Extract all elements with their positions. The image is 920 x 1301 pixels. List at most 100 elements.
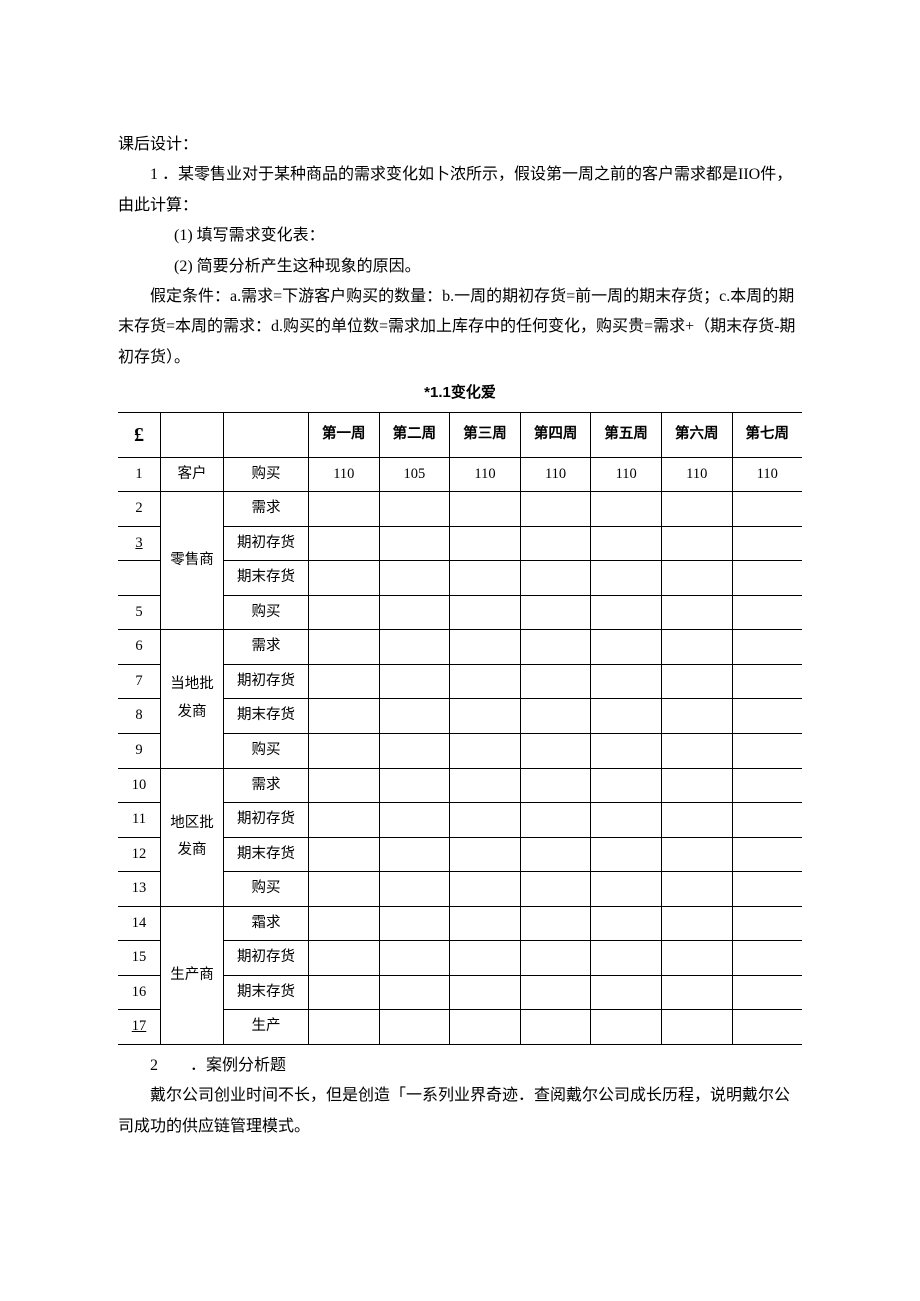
cell-value (591, 941, 662, 976)
cell-value (732, 837, 802, 872)
cell-value (591, 595, 662, 630)
cell-value (661, 837, 732, 872)
cell-value (661, 526, 732, 561)
table-row: 2零售商需求 (118, 492, 802, 527)
cell-value (450, 734, 521, 769)
table-header-blank-role (161, 412, 224, 457)
cell-value (379, 699, 450, 734)
cell-value (520, 699, 591, 734)
row-index: 14 (118, 906, 161, 941)
cell-value (661, 975, 732, 1010)
row-index: 5 (118, 595, 161, 630)
question-2-body: 戴尔公司创业时间不长，但是创造「一系列业界奇迹．查阅戴尔公司成长历程，说明戴尔公… (118, 1081, 802, 1142)
cell-value (591, 630, 662, 665)
row-attribute: 需求 (224, 630, 309, 665)
row-attribute: 期初存货 (224, 526, 309, 561)
table-corner-symbol: £ (118, 412, 161, 457)
cell-value (591, 1010, 662, 1045)
row-attribute: 期末存货 (224, 975, 309, 1010)
row-index: 15 (118, 941, 161, 976)
cell-value (520, 526, 591, 561)
cell-value (379, 803, 450, 838)
cell-value (520, 561, 591, 596)
cell-value (520, 492, 591, 527)
cell-value (661, 595, 732, 630)
role-name: 地区批发商 (161, 768, 224, 906)
cell-value (450, 492, 521, 527)
cell-value (379, 595, 450, 630)
cell-value (450, 630, 521, 665)
row-index: 8 (118, 699, 161, 734)
cell-value (309, 872, 380, 907)
row-attribute: 期初存货 (224, 803, 309, 838)
row-attribute: 需求 (224, 768, 309, 803)
cell-value (379, 975, 450, 1010)
cell-value: 110 (732, 457, 802, 492)
role-name: 生产商 (161, 906, 224, 1044)
cell-value (732, 561, 802, 596)
row-attribute: 期末存货 (224, 837, 309, 872)
row-index: 7 (118, 664, 161, 699)
cell-value (379, 1010, 450, 1045)
cell-value (661, 1010, 732, 1045)
cell-value (309, 699, 380, 734)
row-index: 2 (118, 492, 161, 527)
cell-value (309, 768, 380, 803)
table-row: 6当地批发商需求 (118, 630, 802, 665)
row-attribute: 期末存货 (224, 699, 309, 734)
cell-value (309, 803, 380, 838)
cell-value (309, 837, 380, 872)
cell-value (309, 734, 380, 769)
cell-value (309, 630, 380, 665)
cell-value (661, 906, 732, 941)
cell-value: 110 (661, 457, 732, 492)
cell-value (591, 872, 662, 907)
table-header-week-3: 第三周 (450, 412, 521, 457)
cell-value (450, 837, 521, 872)
table-header-blank-attr (224, 412, 309, 457)
cell-value (379, 837, 450, 872)
cell-value: 105 (379, 457, 450, 492)
cell-value (591, 561, 662, 596)
table-header-week-4: 第四周 (520, 412, 591, 457)
cell-value (379, 906, 450, 941)
cell-value (661, 630, 732, 665)
cell-value (591, 975, 662, 1010)
table-row: 1客户购买110105110110110110110 (118, 457, 802, 492)
row-index (118, 561, 161, 596)
cell-value (379, 734, 450, 769)
cell-value (450, 906, 521, 941)
cell-value (379, 941, 450, 976)
table-header-week-6: 第六周 (661, 412, 732, 457)
cell-value (591, 906, 662, 941)
row-attribute: 购买 (224, 734, 309, 769)
cell-value (732, 975, 802, 1010)
cell-value (450, 561, 521, 596)
cell-value (732, 1010, 802, 1045)
cell-value (450, 941, 521, 976)
cell-value (732, 768, 802, 803)
question-2-label: 2 ．案例分析题 (118, 1051, 802, 1081)
cell-value (520, 1010, 591, 1045)
cell-value (520, 664, 591, 699)
cell-value (450, 803, 521, 838)
row-attribute: 需求 (224, 492, 309, 527)
cell-value (520, 906, 591, 941)
cell-value (732, 630, 802, 665)
cell-value (661, 734, 732, 769)
cell-value (661, 872, 732, 907)
table-row: 14生产商霜求 (118, 906, 802, 941)
question-1: 1 ．某零售业对于某种商品的需求变化如卜浓所示，假设第一周之前的客户需求都是II… (118, 160, 802, 221)
assumption-text: 假定条件：a.需求=下游客户购买的数量：b.一周的期初存货=前一周的期末存货；c… (118, 282, 802, 373)
row-index: 3 (118, 526, 161, 561)
table-header-week-1: 第一周 (309, 412, 380, 457)
row-attribute: 购买 (224, 595, 309, 630)
row-attribute: 生产 (224, 1010, 309, 1045)
row-index: 12 (118, 837, 161, 872)
cell-value (309, 1010, 380, 1045)
cell-value (520, 872, 591, 907)
cell-value (520, 630, 591, 665)
cell-value: 110 (450, 457, 521, 492)
cell-value (309, 664, 380, 699)
demand-change-table: £ 第一周 第二周 第三周 第四周 第五周 第六周 第七周 1客户购买11010… (118, 412, 802, 1045)
